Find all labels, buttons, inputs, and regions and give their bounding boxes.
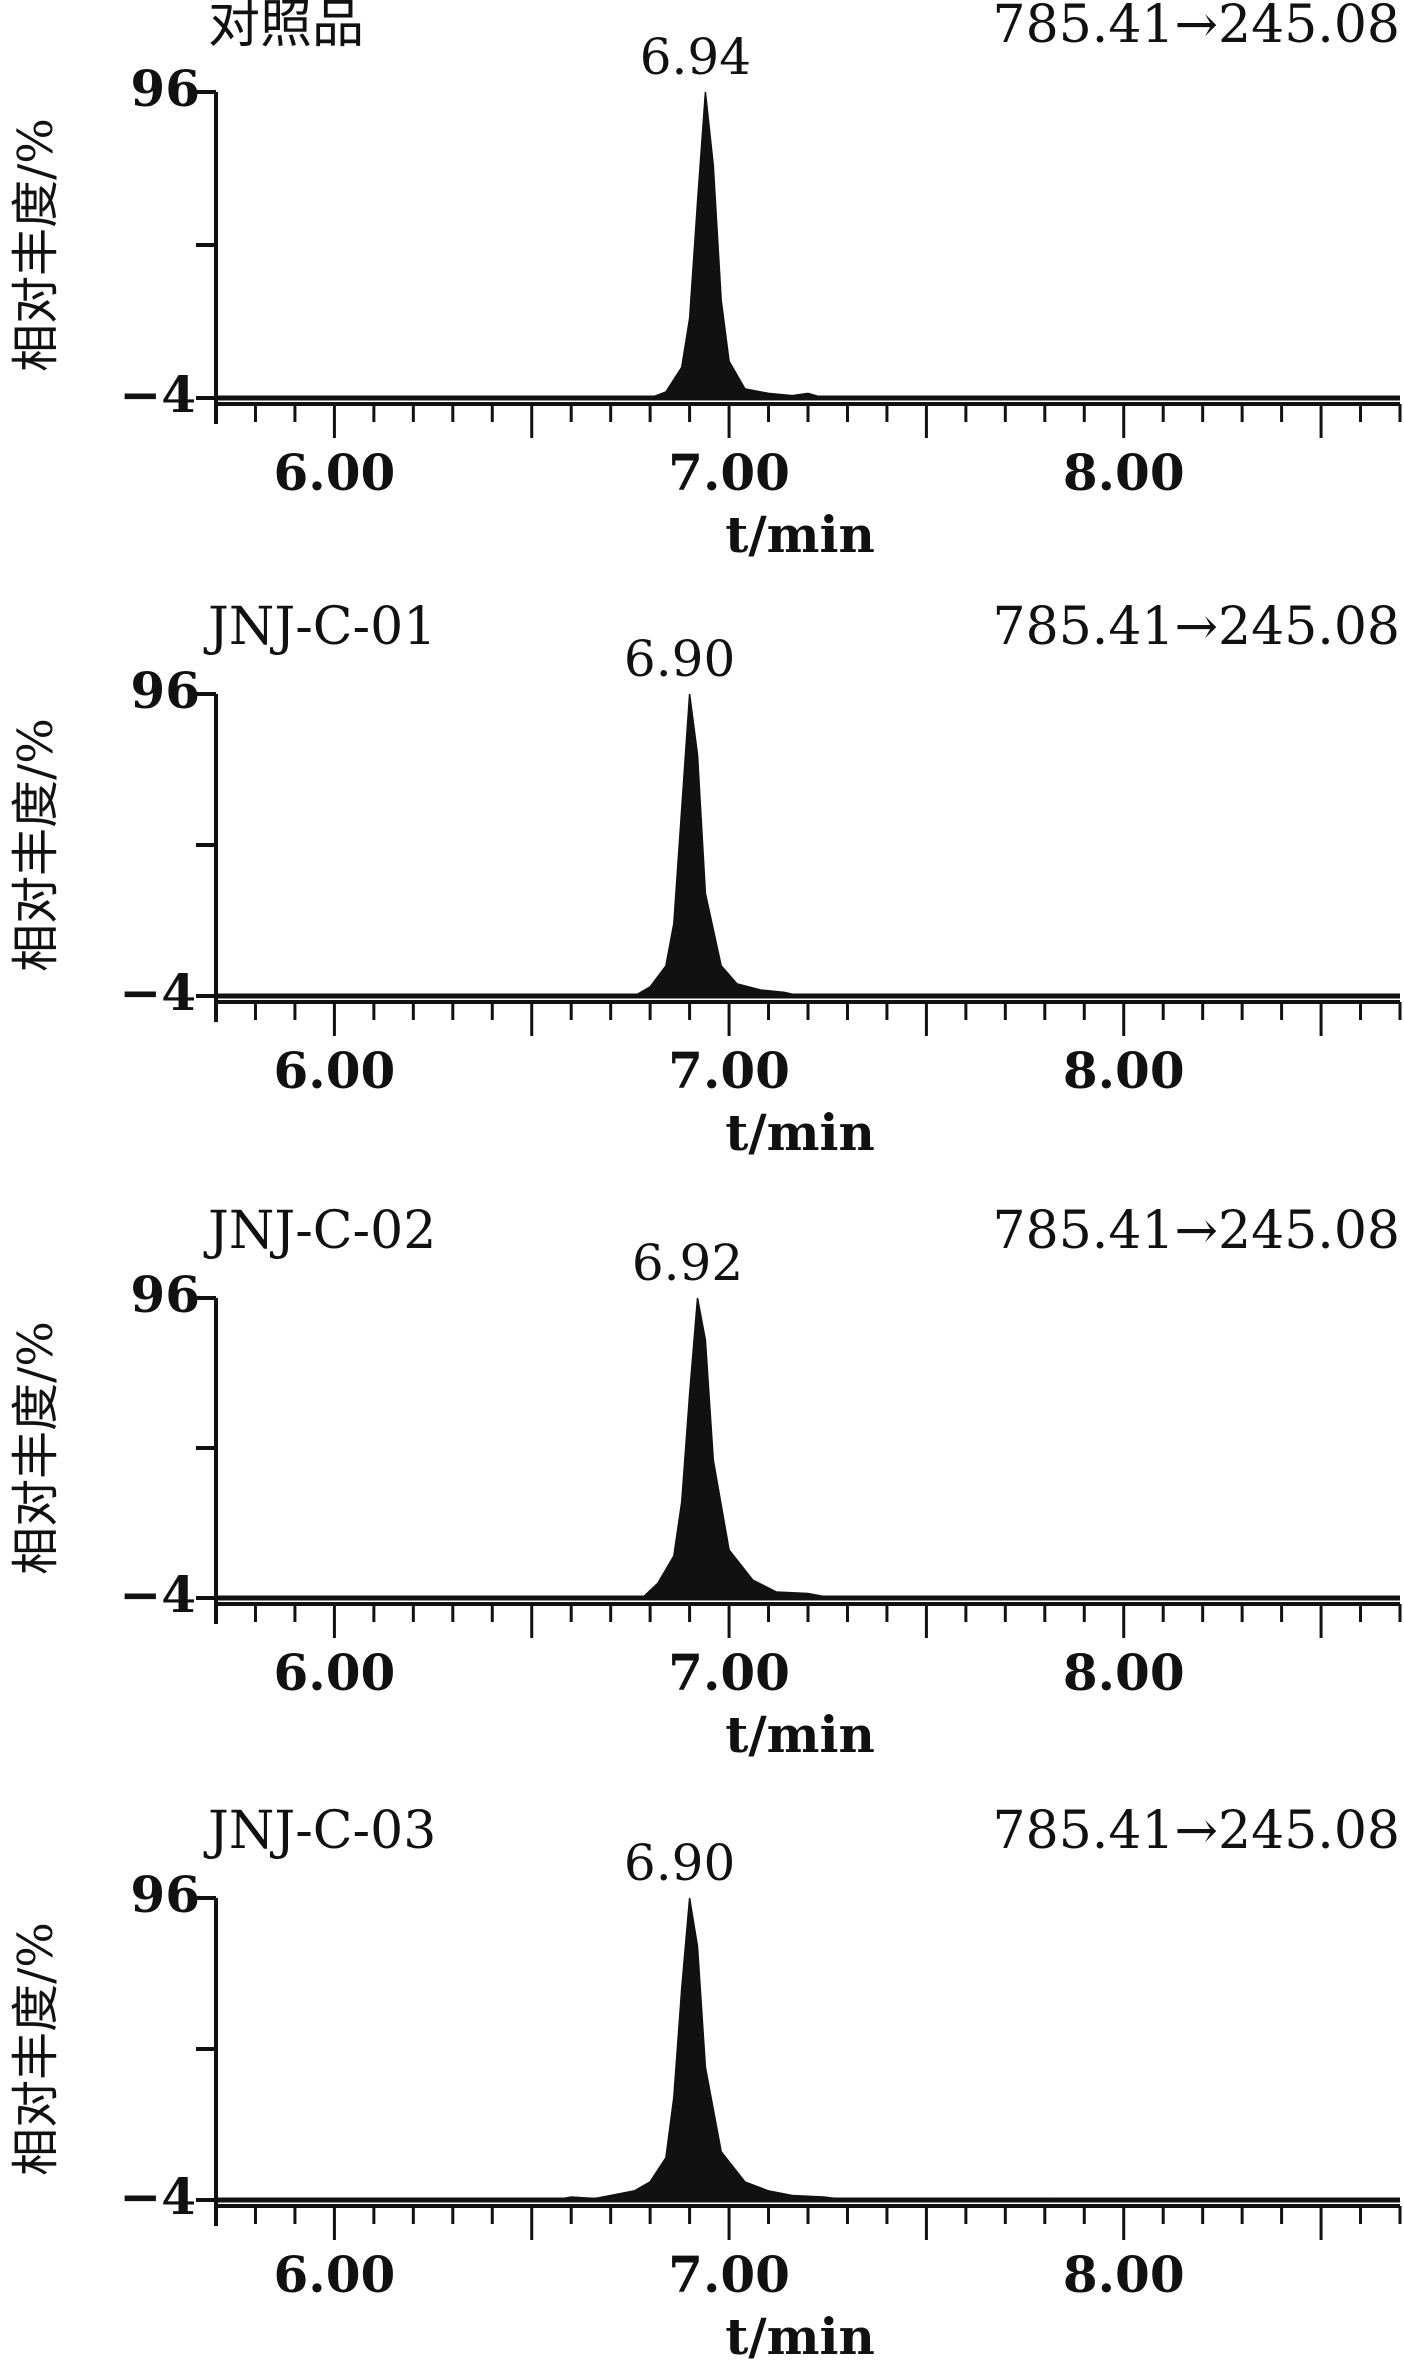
chromatogram-peak [216, 693, 1400, 997]
x-tick-label: 7.00 [668, 2245, 790, 2304]
peak-label: 6.90 [624, 1834, 735, 1892]
chromatogram-peak [216, 1297, 1400, 1599]
chromatogram-peak [216, 1897, 1400, 2201]
x-tick-label: 6.00 [274, 443, 396, 502]
x-axis-title: t/min [725, 505, 875, 564]
transition-label: 785.41→245.08 [993, 0, 1400, 55]
y-axis-title: 相对丰度/% [8, 1321, 64, 1575]
x-tick-label: 8.00 [1063, 1041, 1185, 1100]
peak-label: 6.94 [640, 28, 751, 86]
peak-label: 6.92 [632, 1234, 743, 1292]
sample-title: 对照品 [208, 0, 364, 55]
y-tick-label: −4 [119, 1565, 196, 1624]
x-tick-label: 6.00 [274, 1643, 396, 1702]
y-axis-title: 相对丰度/% [8, 1922, 64, 2176]
x-axis-title: t/min [725, 2307, 875, 2366]
x-tick-label: 7.00 [668, 1041, 790, 1100]
x-tick-label: 8.00 [1063, 1643, 1185, 1702]
x-tick-label: 6.00 [274, 2245, 396, 2304]
y-tick-label: −4 [119, 963, 196, 1022]
y-tick-label: 96 [130, 59, 200, 118]
y-tick-label: 96 [130, 1265, 200, 1324]
y-tick-label: −4 [119, 365, 196, 424]
y-axis-title: 相对丰度/% [8, 118, 64, 372]
transition-label: 785.41→245.08 [993, 1801, 1400, 1861]
y-tick-label: 96 [130, 1865, 200, 1924]
sample-title: JNJ-C-02 [203, 1201, 436, 1261]
y-tick-label: −4 [119, 2167, 196, 2226]
peak-label: 6.90 [624, 630, 735, 688]
x-tick-label: 8.00 [1063, 443, 1185, 502]
x-tick-label: 7.00 [668, 1643, 790, 1702]
sample-title: JNJ-C-03 [203, 1801, 436, 1861]
x-tick-label: 8.00 [1063, 2245, 1185, 2304]
transition-label: 785.41→245.08 [993, 1201, 1400, 1261]
x-tick-label: 6.00 [274, 1041, 396, 1100]
chromatogram-panel-1: 96 −4 6.00 7.00 8.00 t/min 相对丰度/% 对照品 785.41→245… [8, 0, 1402, 564]
x-axis-title: t/min [725, 1103, 875, 1162]
y-axis-title: 相对丰度/% [8, 718, 64, 972]
chromatogram-panel-4: 96 −4 6.00 7.00 8.00 t/min 相对丰度/% JNJ-C-03 785.4… [8, 1801, 1402, 2366]
chromatogram-panel-2: 96 −4 6.00 7.00 8.00 t/min 相对丰度/% JNJ-C-01 785.4… [8, 597, 1402, 1162]
chromatogram-panel-3: 96 −4 6.00 7.00 8.00 t/min 相对丰度/% JNJ-C-02 785.4… [8, 1201, 1402, 1764]
transition-label: 785.41→245.08 [993, 597, 1400, 657]
chromatogram-peak [216, 91, 1400, 399]
x-axis-title: t/min [725, 1705, 875, 1764]
sample-title: JNJ-C-01 [203, 597, 436, 657]
y-tick-label: 96 [130, 661, 200, 720]
x-tick-label: 7.00 [668, 443, 790, 502]
